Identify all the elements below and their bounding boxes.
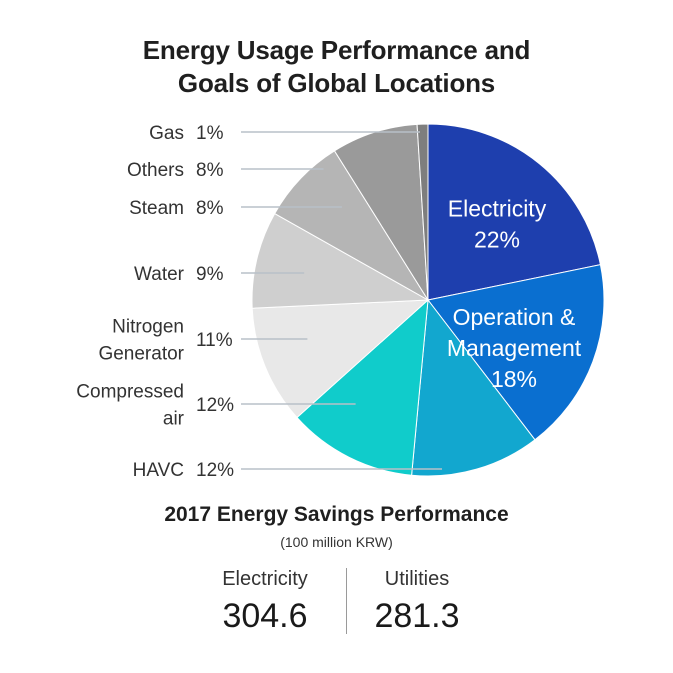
slice-havc (411, 298, 536, 477)
slice-value-others: 8% (196, 160, 224, 181)
savings-electricity-label: Electricity (222, 568, 308, 590)
slice-value-electricity: 22% (474, 227, 520, 253)
slice-value-compressed-air: 12% (196, 395, 234, 416)
slice-label-compressed-air: air (163, 409, 185, 430)
chart-title-line-1: Energy Usage Performance and (142, 35, 531, 65)
slice-label-others: Others (127, 160, 184, 181)
slice-label-havc: HAVC (133, 460, 184, 481)
savings-divider (346, 568, 347, 634)
slice-label-water: Water (134, 264, 185, 285)
slice-value-steam: 8% (196, 198, 224, 219)
slice-operation-management (427, 264, 605, 441)
slice-label-operation-management: Operation & (453, 304, 576, 330)
slice-value-gas: 1% (196, 123, 224, 144)
slice-label-compressed-air: Compressed (76, 382, 184, 403)
slice-label-operation-management: Management (447, 335, 582, 361)
slice-value-havc: 12% (196, 460, 234, 481)
slice-electricity (427, 123, 602, 301)
savings-utilities-label: Utilities (384, 568, 450, 590)
savings-utilities-value: 281.3 (374, 597, 460, 635)
slice-label-nitrogen-generator: Nitrogen (112, 317, 184, 338)
savings-electricity: Electricity 304.6 (175, 568, 355, 636)
slice-value-water: 9% (196, 264, 224, 285)
slice-label-gas: Gas (149, 123, 184, 144)
slice-value-nitrogen-generator: 11% (196, 330, 233, 351)
slice-nitrogen-generator (251, 299, 430, 419)
savings-title: 2017 Energy Savings Performance (164, 503, 509, 526)
slice-label-electricity: Electricity (448, 196, 547, 222)
slice-label-steam: Steam (129, 198, 184, 219)
slice-label-nitrogen-generator: Generator (98, 344, 184, 365)
slice-compressed-air (296, 298, 429, 476)
chart-title: Energy Usage Performance and Goals of Gl… (0, 34, 673, 100)
slice-gas (416, 123, 429, 301)
savings-unit: (100 million KRW) (280, 534, 393, 550)
chart-title-line-2: Goals of Global Locations (177, 68, 496, 98)
savings-utilities: Utilities 281.3 (327, 568, 507, 636)
savings-electricity-value: 304.6 (222, 597, 308, 635)
slice-value-operation-management: 18% (491, 366, 537, 392)
slice-water (251, 212, 430, 309)
